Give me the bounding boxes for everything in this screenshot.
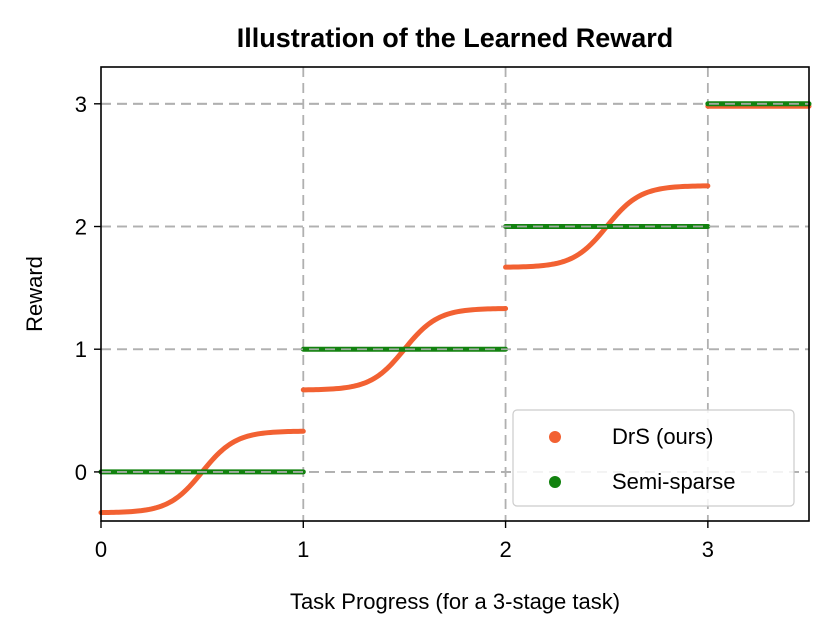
y-tick-label: 0 bbox=[75, 460, 87, 485]
legend-marker-semi-sparse bbox=[549, 476, 561, 488]
axis-ticks: 0 1 2 3 0 1 2 3 bbox=[75, 92, 714, 562]
y-tick-label: 2 bbox=[75, 215, 87, 240]
plot-series bbox=[98, 101, 812, 516]
y-tick-label: 1 bbox=[75, 337, 87, 362]
y-axis-label: Reward bbox=[22, 256, 47, 332]
legend-label-semi-sparse: Semi-sparse bbox=[612, 469, 735, 494]
x-axis-label: Task Progress (for a 3-stage task) bbox=[290, 589, 620, 614]
chart-title: Illustration of the Learned Reward bbox=[237, 23, 674, 53]
legend-label-drs: DrS (ours) bbox=[612, 424, 713, 449]
legend-box bbox=[512, 409, 795, 507]
plot-frame bbox=[100, 66, 810, 522]
x-tick-label: 1 bbox=[297, 537, 309, 562]
legend: DrS (ours) Semi-sparse bbox=[512, 409, 795, 507]
x-tick-label: 3 bbox=[702, 537, 714, 562]
x-tick-label: 2 bbox=[499, 537, 511, 562]
y-tick-label: 3 bbox=[75, 92, 87, 117]
legend-marker-drs bbox=[549, 431, 561, 443]
x-tick-label: 0 bbox=[95, 537, 107, 562]
